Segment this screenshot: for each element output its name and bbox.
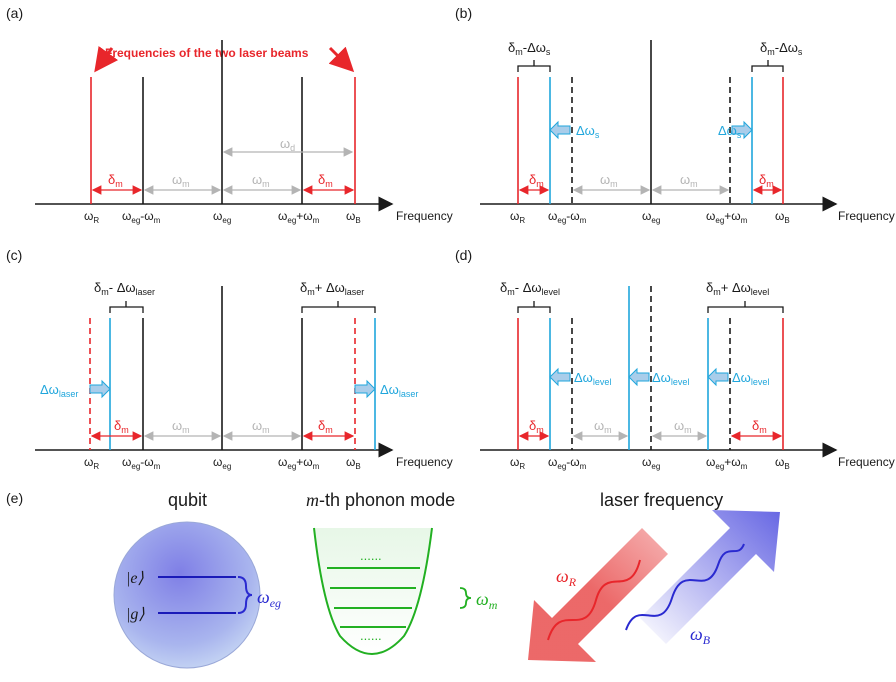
- tick-omega-B: ωB: [775, 209, 790, 225]
- panel-a: (a) Frequencies of the two laser beams F…: [6, 5, 453, 225]
- omega-d-label: ωd: [280, 136, 295, 153]
- bracket-left-label: δm- Δωlaser: [94, 280, 155, 297]
- delta-label-left: δm: [108, 172, 123, 189]
- tick-omega-B: ωB: [775, 455, 790, 471]
- panel-b: (b) Frequency δm-Δωs δm-Δωs Δωs Δωs δm ω…: [455, 5, 895, 225]
- omega-m-label-right: ωm: [252, 172, 270, 189]
- omega-m-label-right: ωm: [252, 418, 270, 435]
- red-beam-wave: [547, 559, 641, 641]
- omega-m-label-left: ωm: [600, 172, 618, 189]
- tick-omega-eg-plus-m: ωeg+ωm: [706, 455, 748, 471]
- callout-arrow-right: [328, 46, 355, 73]
- panel-a-tag: (a): [6, 5, 23, 21]
- panel-c-tag: (c): [6, 247, 22, 263]
- tick-omega-R: ωR: [84, 455, 99, 471]
- bracket-left: [517, 301, 551, 313]
- panel-b-tag: (b): [455, 5, 472, 21]
- panel-e: (e) qubit |e⟩ |g⟩ ωeg m-th phonon mode .…: [6, 490, 780, 669]
- tick-omega-R: ωR: [510, 455, 525, 471]
- tick-omega-eg: ωeg: [213, 209, 231, 225]
- delta-label-left: δm: [114, 418, 129, 435]
- shift-label-right: Δωlaser: [380, 382, 418, 399]
- tick-omega-eg-minus-m: ωeg-ωm: [548, 209, 587, 225]
- shift-arrow-left: [89, 379, 111, 399]
- laser-beams-callout: Frequencies of the two laser beams: [105, 46, 309, 60]
- omega-m-label-left: ωm: [172, 418, 190, 435]
- bracket-right-label: δm-Δωs: [760, 40, 803, 57]
- bracket-left: [109, 301, 144, 313]
- upper-levels-ellipsis: ......: [360, 548, 382, 563]
- delta-label-left: δm: [529, 418, 544, 435]
- frequency-axis-label: Frequency: [838, 455, 895, 469]
- tick-omega-eg: ωeg: [213, 455, 231, 471]
- bracket-right-label: δm+ Δωlaser: [300, 280, 364, 297]
- delta-label-right: δm: [318, 172, 333, 189]
- tick-omega-B: ωB: [346, 455, 361, 471]
- bracket-left-label: δm- Δωlevel: [500, 280, 560, 297]
- tick-omega-eg-plus-m: ωeg+ωm: [278, 209, 320, 225]
- potential-well-fill: [314, 528, 432, 654]
- frequency-axis-label: Frequency: [396, 209, 453, 223]
- shift-label-carrier: Δωlevel: [652, 370, 689, 387]
- bracket-right-label: δm+ Δωlevel: [706, 280, 769, 297]
- omega-m-label-left: ωm: [172, 172, 190, 189]
- tick-omega-B: ωB: [346, 209, 361, 225]
- qubit-title: qubit: [168, 490, 207, 510]
- delta-label-left: δm: [529, 172, 544, 189]
- shift-arrow-right: [354, 379, 376, 399]
- bracket-left-label: δm-Δωs: [508, 40, 551, 57]
- blue-beam-wave: [625, 543, 745, 631]
- delta-label-right: δm: [752, 418, 767, 435]
- shift-label-lower: Δωlevel: [574, 370, 611, 387]
- shift-label-right: Δωs: [718, 123, 742, 140]
- tick-omega-R: ωR: [510, 209, 525, 225]
- lower-levels-ellipsis: ......: [360, 628, 382, 643]
- laser-title: laser frequency: [600, 490, 723, 510]
- ket-g-label: |g⟩: [126, 606, 145, 623]
- panel-d: (d) Frequency δm- Δωlevel δm+ Δωlevel Δω…: [455, 247, 895, 471]
- bracket-right: [301, 301, 376, 313]
- bracket-right: [751, 60, 784, 72]
- shift-arrow-left: [549, 120, 571, 140]
- mode-spacing-brace: [459, 587, 472, 609]
- shift-arrow-upper: [707, 367, 729, 387]
- omega-m-label-right: ωm: [680, 172, 698, 189]
- bracket-left: [517, 60, 551, 72]
- omega-B-label: ωB: [690, 624, 711, 647]
- shift-label-left: Δωlaser: [40, 382, 78, 399]
- omega-m-label-right: ωm: [674, 418, 692, 435]
- delta-label-right: δm: [759, 172, 774, 189]
- tick-omega-R: ωR: [84, 209, 99, 225]
- tick-omega-eg-minus-m: ωeg-ωm: [548, 455, 587, 471]
- tick-omega-eg: ωeg: [642, 455, 660, 471]
- omega-m-label: ωm: [476, 589, 498, 612]
- callout-arrow-left: [94, 45, 119, 73]
- tick-omega-eg-plus-m: ωeg+ωm: [706, 209, 748, 225]
- qubit-sphere: [113, 521, 261, 669]
- tick-omega-eg: ωeg: [642, 209, 660, 225]
- shift-arrow-lower: [549, 367, 571, 387]
- panel-c: (c) Frequency δm- Δωlaser δm+ Δωlaser Δω…: [6, 247, 453, 471]
- delta-label-right: δm: [318, 418, 333, 435]
- frequency-axis-label: Frequency: [838, 209, 895, 223]
- panel-d-tag: (d): [455, 247, 472, 263]
- panel-e-tag: (e): [6, 490, 23, 506]
- energy-gap-brace: [237, 576, 253, 614]
- ket-e-label: |e⟩: [126, 570, 145, 587]
- frequency-axis-label: Frequency: [396, 455, 453, 469]
- shift-label-upper: Δωlevel: [732, 370, 769, 387]
- tick-omega-eg-minus-m: ωeg-ωm: [122, 209, 161, 225]
- omega-R-label: ωR: [556, 566, 577, 589]
- phonon-title: m-th phonon mode: [306, 490, 455, 510]
- tick-omega-eg-minus-m: ωeg-ωm: [122, 455, 161, 471]
- shift-label-left: Δωs: [576, 123, 600, 140]
- potential-well-curve: [313, 527, 433, 655]
- omega-eg-label: ωeg: [257, 587, 281, 610]
- omega-m-label-left: ωm: [594, 418, 612, 435]
- bracket-right: [707, 301, 784, 313]
- shift-arrow-carrier: [628, 367, 650, 387]
- tick-omega-eg-plus-m: ωeg+ωm: [278, 455, 320, 471]
- shift-arrow-right: [731, 120, 753, 140]
